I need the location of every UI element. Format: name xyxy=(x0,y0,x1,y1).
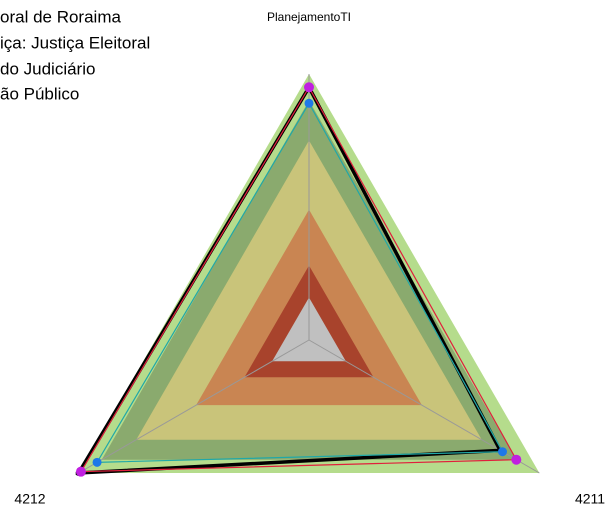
axis-line xyxy=(78,339,310,474)
legend-line: oral de Roraima xyxy=(0,7,121,26)
legend-line: iça: Justiça Eleitoral xyxy=(0,33,150,52)
axis-label: PlanejamentoTI xyxy=(267,10,351,24)
axis-label: 4212 xyxy=(14,491,45,507)
point xyxy=(498,447,508,457)
legend-line: do Judiciário xyxy=(0,59,95,78)
point xyxy=(511,454,522,465)
series-line xyxy=(79,86,518,473)
legend-line: ão Público xyxy=(0,84,79,103)
point xyxy=(75,466,86,477)
series-line xyxy=(75,83,504,475)
point xyxy=(304,98,314,108)
series-line xyxy=(95,102,504,463)
point xyxy=(92,457,102,467)
axis-label: 4211 xyxy=(575,491,605,507)
point xyxy=(304,82,314,93)
